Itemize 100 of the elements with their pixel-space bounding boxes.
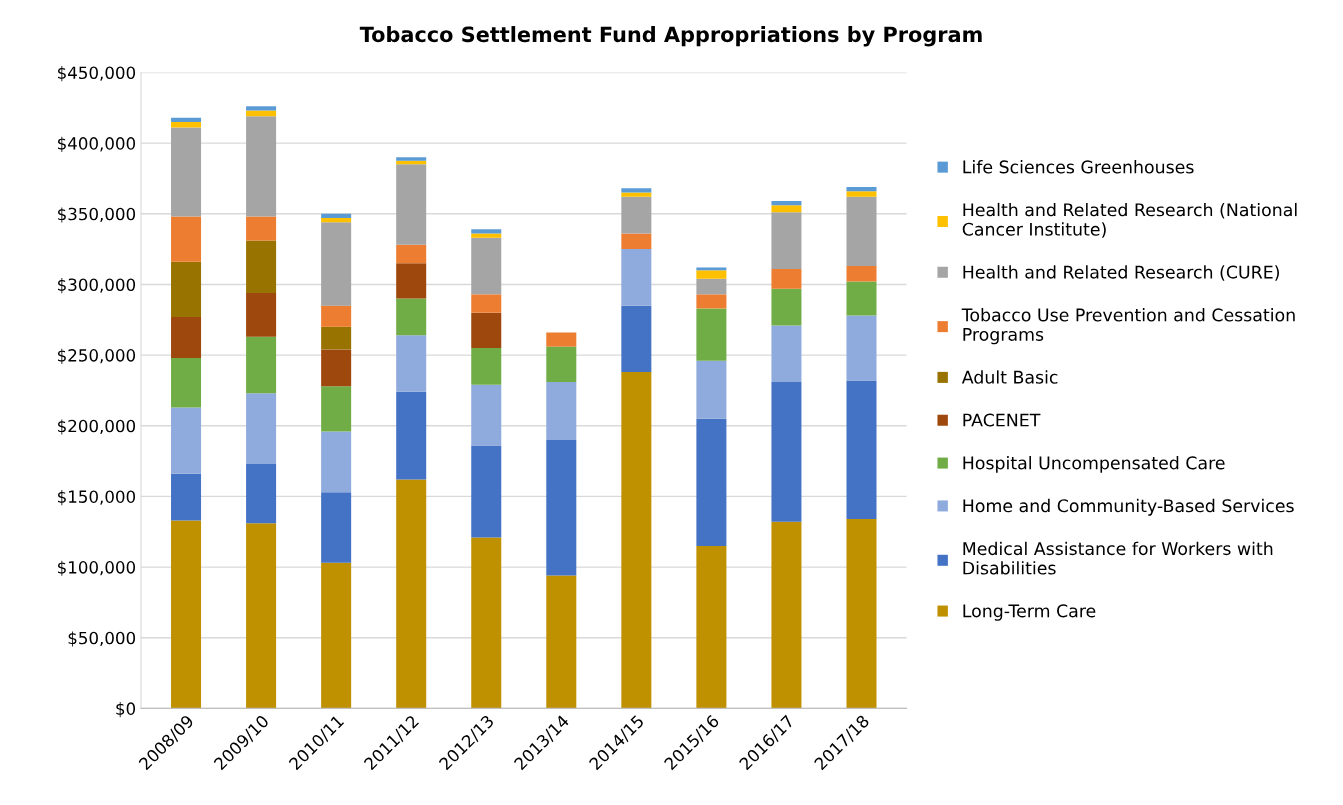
bar	[321, 222, 352, 306]
bar	[471, 537, 502, 709]
bar	[621, 249, 652, 306]
y-tick-label: $150,000	[58, 490, 136, 506]
bar	[246, 106, 277, 111]
bar	[546, 332, 577, 347]
bar	[171, 121, 202, 128]
bar	[396, 335, 427, 392]
bar	[396, 157, 427, 161]
bar	[846, 519, 877, 709]
bar	[321, 305, 352, 327]
y-tick-label: $400,000	[58, 136, 136, 152]
legend-label: Health and Related Research (CURE)	[963, 265, 1279, 281]
legend-label: Life Sciences Greenhouses	[963, 160, 1194, 174]
bar	[771, 201, 802, 206]
bar	[846, 281, 877, 316]
y-tick-label: $250,000	[58, 348, 136, 364]
bar	[471, 445, 502, 538]
legend-label: Medical Assistance for Workers with Disabilities	[963, 541, 1273, 575]
y-tick-label: $50,000	[68, 631, 136, 647]
bar	[321, 213, 352, 219]
bar	[696, 267, 727, 271]
bar	[321, 349, 352, 387]
chart-title: Tobacco Settlement Fund Appropriations by Program	[359, 26, 982, 47]
bar	[696, 308, 727, 361]
bar	[846, 186, 877, 192]
bar	[696, 278, 727, 295]
bar	[171, 117, 202, 122]
bar	[621, 192, 652, 197]
bar	[396, 244, 427, 264]
bar	[246, 116, 277, 217]
y-tick-label: $450,000	[58, 66, 136, 82]
y-tick-label: $200,000	[58, 419, 136, 435]
bar	[471, 384, 502, 446]
legend-label: Adult Basic	[961, 370, 1058, 384]
bar	[771, 268, 802, 289]
bar	[546, 439, 577, 576]
bar	[321, 431, 352, 493]
bar	[471, 233, 502, 238]
bar	[471, 229, 502, 234]
bar	[546, 381, 577, 440]
bar	[621, 305, 652, 373]
bar	[696, 418, 727, 546]
bar	[321, 492, 352, 563]
bar	[396, 479, 427, 709]
bar	[696, 270, 727, 279]
bar	[546, 575, 577, 709]
bar	[696, 294, 727, 309]
bar	[471, 294, 502, 313]
legend-label: Home and Community-Based Services	[963, 498, 1294, 516]
bar	[621, 188, 652, 193]
bar	[621, 233, 652, 250]
y-tick-label: $0	[116, 702, 136, 718]
bar	[621, 372, 652, 709]
y-tick-label: $300,000	[58, 278, 136, 294]
bar	[171, 261, 202, 317]
bar	[246, 336, 277, 394]
bar	[396, 164, 427, 245]
legend-label: Long-Term Care	[963, 604, 1096, 621]
bar	[396, 391, 427, 480]
bar	[171, 473, 202, 521]
bar	[771, 288, 802, 326]
bar	[396, 298, 427, 336]
y-tick-label: $350,000	[58, 207, 136, 223]
bar	[846, 380, 877, 520]
bar	[321, 218, 352, 223]
bar	[171, 357, 202, 408]
bar	[246, 216, 277, 241]
bar	[846, 191, 877, 197]
bar	[696, 545, 727, 709]
bar	[771, 325, 802, 382]
bar	[471, 237, 502, 295]
bar	[471, 348, 502, 385]
bar	[771, 205, 802, 213]
bar	[846, 266, 877, 282]
bar	[246, 523, 277, 709]
legend-label: Tobacco Use Prevention and Cessation Programs	[961, 308, 1295, 345]
legend-label: Hospital Uncompensated Care	[963, 456, 1225, 473]
bar	[171, 520, 202, 709]
legend-label: PACENET	[963, 413, 1041, 427]
bar	[246, 240, 277, 293]
legend-label: Health and Related Research (National Cancer Institute)	[962, 202, 1297, 238]
y-tick-label: $100,000	[58, 560, 136, 576]
bar	[771, 212, 802, 269]
bar	[171, 127, 202, 217]
bar	[771, 381, 802, 522]
bar	[546, 346, 577, 382]
bar	[846, 315, 877, 381]
bar	[171, 316, 202, 358]
bar	[621, 196, 652, 234]
bar	[696, 360, 727, 419]
bar	[846, 196, 877, 267]
bar	[321, 562, 352, 709]
bar	[171, 216, 202, 262]
bar	[321, 386, 352, 432]
bar	[246, 292, 277, 337]
bar	[246, 463, 277, 524]
bar	[396, 263, 427, 299]
bar	[771, 521, 802, 709]
bar	[471, 312, 502, 349]
